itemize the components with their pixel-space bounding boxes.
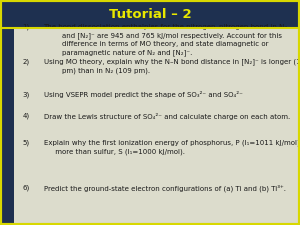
Text: The bond dissociation enthalpies for the nitrogen–nitrogen bond in N₂
        an: The bond dissociation enthalpies for the… xyxy=(44,24,288,56)
Text: Tutorial – 2: Tutorial – 2 xyxy=(109,8,191,20)
FancyBboxPatch shape xyxy=(0,0,300,28)
Text: 1): 1) xyxy=(22,24,30,30)
Text: 6): 6) xyxy=(22,184,30,191)
Text: 3): 3) xyxy=(22,91,30,98)
Text: Using MO theory, explain why the N–N bond distance in [N₂]⁻ is longer (112
     : Using MO theory, explain why the N–N bon… xyxy=(44,58,300,74)
Text: Predict the ground-state electron configurations of (a) Ti and (b) Ti³⁺.: Predict the ground-state electron config… xyxy=(44,184,286,192)
Text: Using VSEPR model predict the shape of SO₃²⁻ and SO₄²⁻: Using VSEPR model predict the shape of S… xyxy=(44,91,242,98)
FancyBboxPatch shape xyxy=(0,28,14,225)
Text: Explain why the first ionization energy of phosphorus, P (I₁=1011 kJ/mol) is
   : Explain why the first ionization energy … xyxy=(44,140,300,155)
Text: 5): 5) xyxy=(22,140,30,146)
Text: 2): 2) xyxy=(22,58,30,65)
Text: 4): 4) xyxy=(22,112,30,119)
FancyBboxPatch shape xyxy=(0,28,300,225)
Text: Draw the Lewis structure of SO₄²⁻ and calculate charge on each atom.: Draw the Lewis structure of SO₄²⁻ and ca… xyxy=(44,112,290,119)
